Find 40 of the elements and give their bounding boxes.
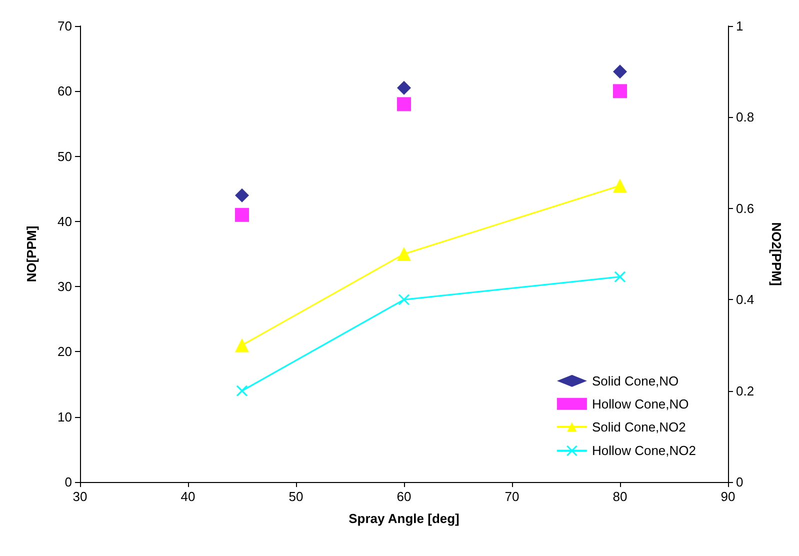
x-tick-label: 40 <box>180 489 196 504</box>
x-tick-label: 80 <box>612 489 628 504</box>
y-tick-label: 10 <box>58 409 72 424</box>
x-tick-label: 70 <box>504 489 520 504</box>
point <box>397 247 411 261</box>
y-tick-label: 60 <box>58 84 72 99</box>
point <box>235 188 249 202</box>
y2-tick-label: 0.8 <box>736 110 754 125</box>
point <box>613 64 627 79</box>
legend-label: Solid Cone,NO2 <box>592 419 686 434</box>
point <box>236 385 248 397</box>
point <box>613 178 627 193</box>
point <box>613 84 627 98</box>
legend-label: Hollow Cone,NO2 <box>592 443 696 458</box>
x-tick-label: 30 <box>72 489 88 504</box>
y2-tick-label: 1 <box>736 18 744 34</box>
y2-tick-label: 0.2 <box>736 383 754 398</box>
y-axis-title: NO[PPM] <box>24 226 39 282</box>
point <box>397 97 411 112</box>
y-tick-label: 0 <box>64 474 72 490</box>
y2-tick-label: 0 <box>736 474 744 490</box>
y-tick-label: 70 <box>58 18 72 34</box>
y-tick-label: 50 <box>58 148 72 164</box>
x-tick-label: 60 <box>396 489 412 504</box>
legend-label: Hollow Cone,NO <box>592 396 689 412</box>
point <box>614 271 626 283</box>
x-axis-title: Spray Angle [deg] <box>348 511 460 526</box>
point <box>235 338 249 352</box>
y2-tick-label: 0.4 <box>736 292 754 308</box>
legend-label: Solid Cone,NO <box>592 373 679 388</box>
y-tick-label: 30 <box>58 279 72 294</box>
y-tick-label: 40 <box>58 214 72 229</box>
point <box>397 80 411 95</box>
point <box>235 208 249 222</box>
y2-tick-label: 0.6 <box>736 200 754 216</box>
x-tick-label: 50 <box>288 489 304 504</box>
x-tick-label: 90 <box>720 489 736 504</box>
y2-axis-title: NO2[PPM] <box>769 222 784 286</box>
point <box>398 294 410 306</box>
y-tick-label: 20 <box>58 344 72 360</box>
